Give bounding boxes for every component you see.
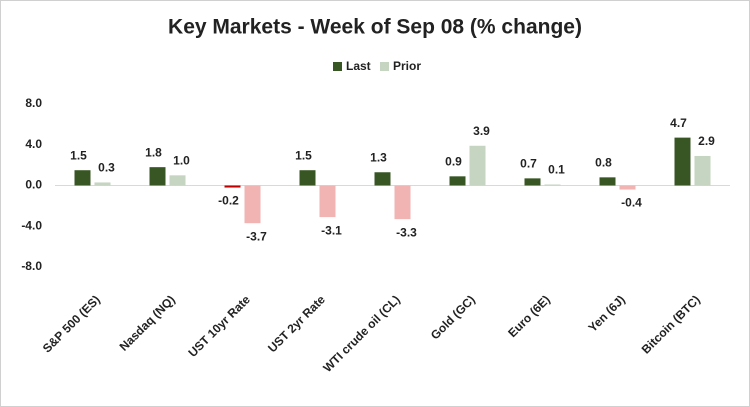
y-tick-label: 8.0 bbox=[25, 96, 42, 110]
data-label: 1.8 bbox=[145, 145, 162, 159]
data-label: -3.3 bbox=[396, 225, 417, 239]
bar bbox=[149, 167, 166, 186]
bar bbox=[224, 185, 241, 188]
data-label: 0.9 bbox=[445, 155, 462, 169]
legend-label: Prior bbox=[393, 59, 421, 73]
bar bbox=[94, 182, 111, 186]
data-label: 3.9 bbox=[473, 124, 490, 138]
data-label: 0.8 bbox=[595, 156, 612, 170]
y-tick-label: -8.0 bbox=[21, 259, 42, 273]
bar bbox=[449, 176, 466, 186]
legend-swatch bbox=[380, 62, 389, 71]
bar bbox=[394, 185, 411, 220]
data-label: -0.2 bbox=[218, 194, 239, 208]
data-label: 1.3 bbox=[370, 150, 387, 164]
y-tick-label: -4.0 bbox=[21, 218, 42, 232]
bar bbox=[674, 137, 691, 186]
data-label: 0.3 bbox=[98, 161, 115, 175]
data-label: 4.7 bbox=[670, 116, 687, 130]
bar bbox=[694, 155, 711, 186]
bar bbox=[169, 175, 186, 186]
y-tick-label: 0.0 bbox=[25, 178, 42, 192]
data-label: 1.0 bbox=[173, 153, 190, 167]
data-label: -3.1 bbox=[321, 223, 342, 237]
bar bbox=[374, 172, 391, 186]
bar bbox=[524, 178, 541, 186]
bar bbox=[599, 177, 616, 186]
y-tick-label: 4.0 bbox=[25, 137, 42, 151]
legend-label: Last bbox=[346, 59, 371, 73]
legend-swatch bbox=[333, 62, 342, 71]
bar bbox=[74, 170, 91, 186]
bar bbox=[244, 185, 261, 224]
data-label: -0.4 bbox=[621, 196, 642, 210]
bar bbox=[619, 185, 636, 190]
data-label: 0.1 bbox=[548, 163, 565, 177]
data-label: 2.9 bbox=[698, 134, 715, 148]
bar bbox=[299, 170, 316, 186]
bar bbox=[544, 184, 561, 186]
data-label: 0.7 bbox=[520, 157, 537, 171]
bar bbox=[469, 145, 486, 186]
data-label: -3.7 bbox=[246, 229, 267, 243]
chart-title: Key Markets - Week of Sep 08 (% change) bbox=[168, 16, 582, 39]
bar bbox=[319, 185, 336, 218]
data-label: 1.5 bbox=[295, 148, 312, 162]
data-label: 1.5 bbox=[70, 148, 87, 162]
